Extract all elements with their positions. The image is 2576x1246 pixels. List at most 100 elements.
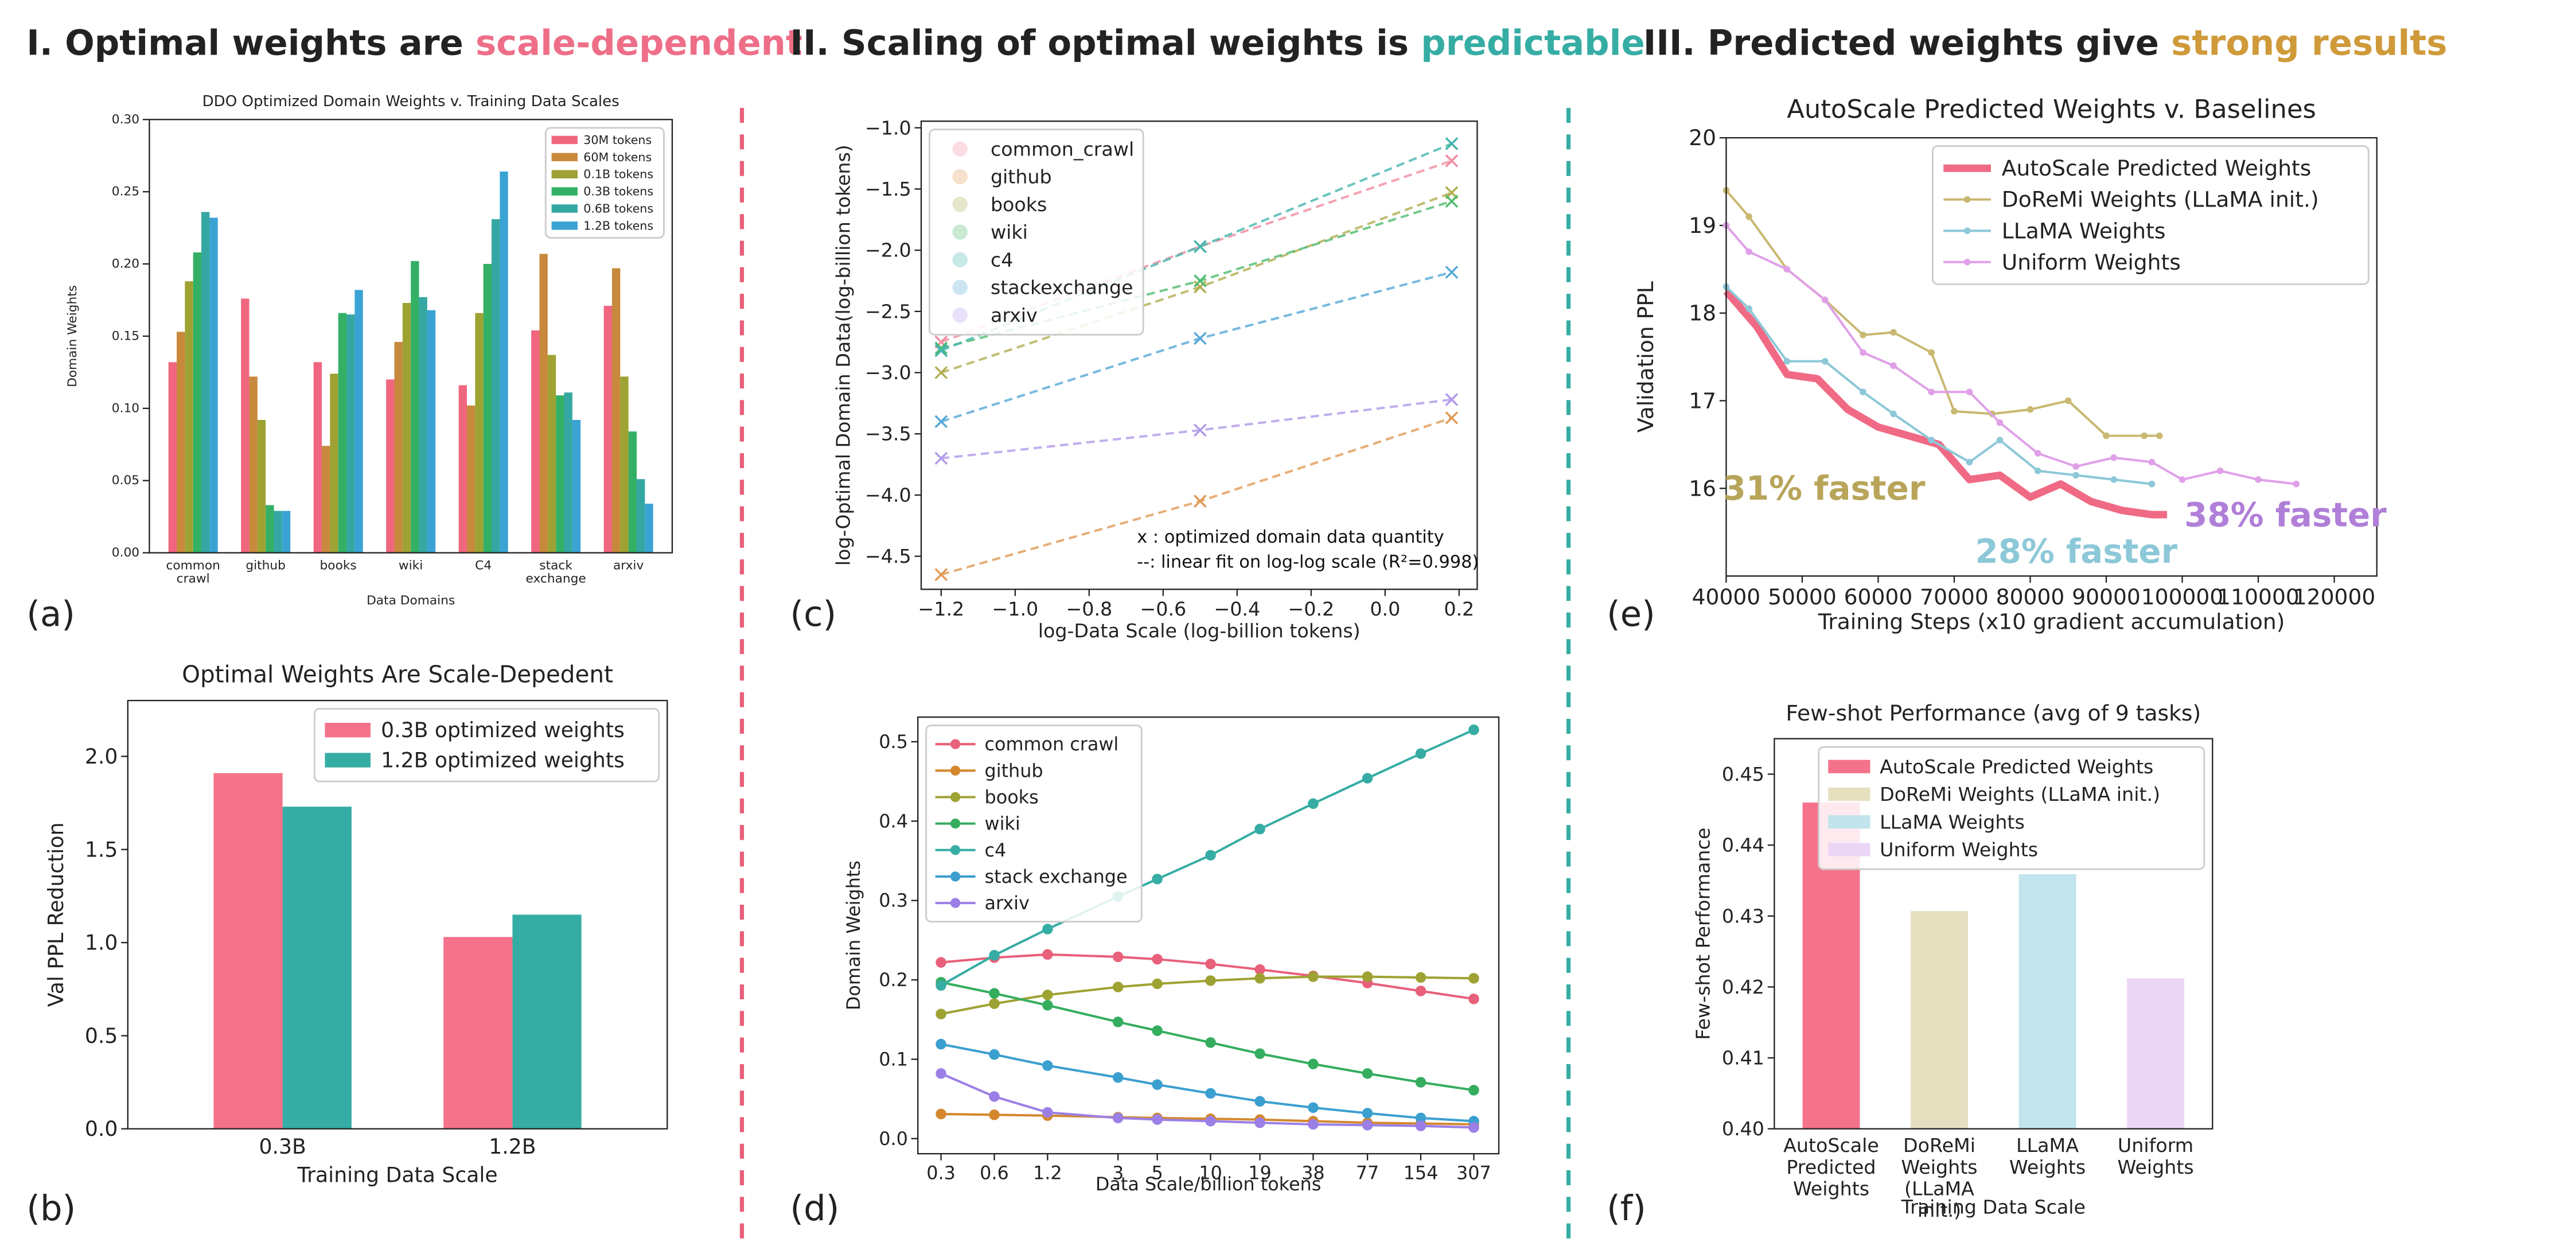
y-tick-label: 0.44 bbox=[1722, 834, 1764, 856]
chart-title: DDO Optimized Domain Weights v. Training… bbox=[202, 93, 619, 110]
chart-title: AutoScale Predicted Weights v. Baselines bbox=[1787, 94, 2316, 124]
point bbox=[1308, 1058, 1319, 1070]
x-category: 1.2B bbox=[489, 1135, 536, 1158]
bar bbox=[612, 268, 621, 553]
point bbox=[1254, 823, 1265, 835]
x-tick-label: 60000 bbox=[1844, 584, 1913, 609]
legend-swatch bbox=[952, 224, 968, 240]
bar bbox=[645, 504, 653, 553]
legend-label: AutoScale Predicted Weights bbox=[2002, 155, 2312, 181]
point bbox=[1193, 274, 1207, 287]
y-axis-label: log-Optimal Domain Data(log-billion toke… bbox=[832, 145, 855, 566]
point bbox=[934, 341, 948, 355]
legend-label: github bbox=[985, 760, 1043, 781]
point bbox=[1445, 411, 1459, 425]
point bbox=[1112, 1112, 1124, 1124]
legend-swatch bbox=[551, 135, 578, 145]
x-tick-label: 1.2 bbox=[1033, 1162, 1062, 1183]
point bbox=[1193, 280, 1207, 294]
bar bbox=[282, 807, 352, 1129]
x-tick-label: −0.2 bbox=[1288, 598, 1334, 620]
legend-label: books bbox=[985, 786, 1039, 808]
bar bbox=[564, 392, 572, 553]
point bbox=[1415, 972, 1427, 983]
point bbox=[1362, 971, 1373, 982]
header-highlight: predictable bbox=[1421, 23, 1645, 63]
point bbox=[1415, 1120, 1427, 1131]
point bbox=[1468, 994, 1479, 1004]
point bbox=[989, 1049, 1000, 1060]
y-tick-label: 19 bbox=[1689, 213, 1716, 238]
point bbox=[1205, 850, 1216, 861]
bar bbox=[322, 446, 330, 553]
header-text: I. Optimal weights are bbox=[26, 23, 476, 63]
legend-swatch bbox=[325, 753, 371, 768]
y-tick-label: 0.4 bbox=[879, 810, 908, 832]
x-category: Uniform Weights bbox=[2117, 1135, 2193, 1177]
x-tick-label: 0.6 bbox=[980, 1162, 1009, 1183]
x-tick-label: 120000 bbox=[2293, 584, 2376, 609]
x-tick-label: 0.0 bbox=[1370, 598, 1400, 620]
point bbox=[2026, 406, 2034, 413]
point bbox=[1112, 1072, 1124, 1083]
header-text: III. Predicted weights give bbox=[1643, 23, 2171, 63]
bar bbox=[419, 297, 427, 553]
point bbox=[2255, 476, 2262, 483]
point bbox=[2110, 454, 2118, 461]
point bbox=[936, 1009, 946, 1019]
point bbox=[1890, 329, 1897, 336]
point bbox=[1860, 349, 1866, 356]
legend-label: arxiv bbox=[991, 304, 1038, 326]
point bbox=[1951, 408, 1958, 415]
bar bbox=[2018, 874, 2076, 1129]
legend-swatch bbox=[950, 739, 961, 749]
x-tick-label: DoReMi Weights (LLaMA init.) bbox=[1901, 1134, 1978, 1221]
legend-swatch bbox=[1828, 843, 1870, 856]
x-category: LLaMA Weights bbox=[2009, 1135, 2086, 1177]
legend-label: 1.2B optimized weights bbox=[381, 748, 625, 773]
point bbox=[1362, 1108, 1373, 1119]
x-category: books bbox=[319, 558, 357, 573]
point bbox=[1415, 1077, 1427, 1088]
y-axis-label: Validation PPL bbox=[1633, 281, 1658, 433]
annotation: x : optimized domain data quantity bbox=[1137, 527, 1444, 547]
point bbox=[1254, 1096, 1265, 1107]
chart: DDO Optimized Domain Weights v. Training… bbox=[65, 93, 673, 608]
plot-frame bbox=[1725, 137, 2378, 577]
x-tick-label: 90000 bbox=[2072, 584, 2141, 609]
point bbox=[1042, 1000, 1053, 1011]
bar bbox=[603, 306, 613, 553]
y-tick-label: 20 bbox=[1689, 125, 1716, 150]
bar bbox=[249, 376, 258, 553]
bar bbox=[628, 431, 637, 553]
legend-box bbox=[929, 129, 1144, 336]
point bbox=[989, 988, 1000, 999]
legend-box bbox=[1818, 746, 2205, 870]
point bbox=[1205, 1088, 1216, 1099]
point bbox=[1445, 393, 1459, 406]
chart: Optimal Weights Are Scale-Depedent Traini… bbox=[44, 660, 668, 1187]
y-tick-label: 0.41 bbox=[1722, 1047, 1764, 1069]
x-tick-label: books bbox=[319, 558, 357, 573]
y-tick-label: 1.0 bbox=[85, 930, 118, 955]
legend-swatch bbox=[952, 169, 968, 185]
x-tick-label: common crawl bbox=[166, 558, 220, 587]
x-axis-label: Training Data Scale bbox=[297, 1162, 497, 1187]
point bbox=[1445, 266, 1459, 279]
bar bbox=[458, 385, 467, 553]
point bbox=[2148, 480, 2156, 488]
point bbox=[2072, 463, 2079, 470]
legend-label: common crawl bbox=[985, 733, 1119, 755]
point bbox=[1468, 1122, 1479, 1133]
y-tick-label: 0.5 bbox=[85, 1023, 118, 1048]
y-tick-label: −1.5 bbox=[865, 178, 911, 200]
point bbox=[1152, 874, 1163, 885]
panel-label: (a) bbox=[26, 594, 75, 634]
point bbox=[1042, 1107, 1053, 1118]
legend-label: 30M tokens bbox=[583, 133, 652, 147]
x-tick-label: 0.2 bbox=[1444, 598, 1474, 620]
point bbox=[1928, 388, 1935, 396]
x-category: C4 bbox=[475, 558, 492, 573]
legend-label: c4 bbox=[985, 839, 1007, 861]
legend-box bbox=[313, 708, 660, 782]
